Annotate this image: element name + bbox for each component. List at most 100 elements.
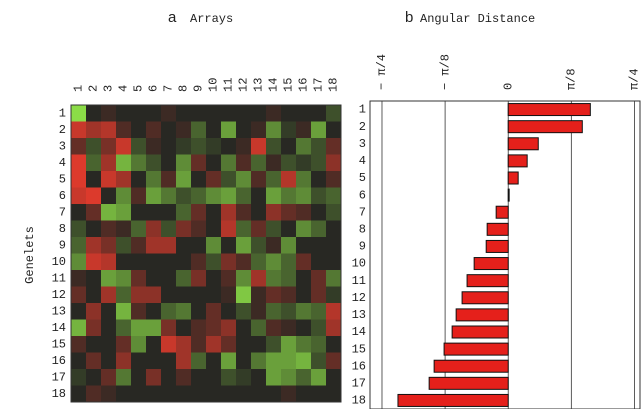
y-tick-label: 13 <box>352 308 366 322</box>
heatmap-cell <box>176 303 192 320</box>
heatmap-cell <box>71 138 87 155</box>
heatmap-cell <box>86 121 102 139</box>
heatmap-cell <box>71 385 87 403</box>
row-label: 13 <box>52 304 66 318</box>
heatmap-cell <box>221 237 237 254</box>
heatmap-cell <box>281 154 297 172</box>
bar <box>507 188 510 202</box>
heatmap-cell <box>326 270 342 287</box>
heatmap-cell <box>146 171 162 188</box>
heatmap-cell <box>281 253 297 271</box>
heatmap-cell <box>281 319 297 337</box>
y-tick-label: 5 <box>359 171 366 185</box>
heatmap-cell <box>236 369 252 386</box>
heatmap-cell <box>86 187 102 205</box>
heatmap-cell <box>251 253 267 271</box>
heatmap-cell <box>296 319 312 337</box>
heatmap-cell <box>176 138 192 155</box>
heatmap-cell <box>146 385 162 403</box>
heatmap-cell <box>101 171 117 188</box>
y-tick-label: 8 <box>359 223 366 237</box>
heatmap-cell <box>326 253 342 271</box>
heatmap-cell <box>281 352 297 370</box>
column-label: 3 <box>102 85 116 92</box>
heatmap-cell <box>176 336 192 353</box>
heatmap-cell <box>86 171 102 188</box>
row-label: 14 <box>52 321 66 335</box>
heatmap-cell <box>281 220 297 238</box>
heatmap-cell <box>131 105 147 122</box>
heatmap-cell <box>251 270 267 287</box>
heatmap-cell <box>236 352 252 370</box>
bar <box>495 205 509 219</box>
heatmap-cell <box>161 319 177 337</box>
heatmap-cell <box>281 121 297 139</box>
heatmap-cell <box>191 319 207 337</box>
bar <box>428 376 509 390</box>
row-label: 8 <box>59 222 66 236</box>
heatmap-cell <box>146 286 162 304</box>
heatmap-cell <box>101 253 117 271</box>
heatmap-cell <box>221 352 237 370</box>
heatmap-cell <box>71 187 87 205</box>
heatmap-cell <box>161 336 177 353</box>
y-tick-label: 10 <box>352 257 366 271</box>
heatmap-cell <box>191 369 207 386</box>
plot-frame <box>369 100 641 409</box>
heatmap-cell <box>131 303 147 320</box>
heatmap-cell <box>116 336 132 353</box>
heatmap-cell <box>281 237 297 254</box>
column-label: 16 <box>297 78 311 92</box>
heatmap-cell <box>236 303 252 320</box>
heatmap-cell <box>221 220 237 238</box>
heatmap-cell <box>221 121 237 139</box>
heatmap-cell <box>86 105 102 122</box>
heatmap-cell <box>326 336 342 353</box>
heatmap-cell <box>191 220 207 238</box>
bar <box>433 359 509 373</box>
heatmap-cell <box>161 286 177 304</box>
heatmap-cell <box>326 204 342 221</box>
heatmap-cell <box>251 352 267 370</box>
bar <box>443 342 509 356</box>
heatmap-cell <box>101 138 117 155</box>
heatmap-cell <box>161 352 177 370</box>
y-tick-label: 11 <box>352 274 366 288</box>
row-label: 6 <box>59 189 66 203</box>
heatmap-cell <box>326 187 342 205</box>
heatmap-cell <box>326 303 342 320</box>
heatmap-cell <box>311 154 327 172</box>
heatmap-cell <box>176 154 192 172</box>
column-label: 15 <box>282 78 296 92</box>
heatmap-cell <box>266 187 282 205</box>
heatmap-cell <box>326 154 342 172</box>
row-label: 16 <box>52 354 66 368</box>
heatmap-cell <box>131 286 147 304</box>
column-label: 7 <box>162 85 176 92</box>
bar <box>451 325 509 339</box>
heatmap-cell <box>221 286 237 304</box>
heatmap-cell <box>236 171 252 188</box>
heatmap-cell <box>191 336 207 353</box>
heatmap-cell <box>116 303 132 320</box>
x-tick-label: 0 <box>501 83 515 90</box>
heatmap-cell <box>146 270 162 287</box>
heatmap-cell <box>206 171 222 188</box>
heatmap-cell <box>191 138 207 155</box>
row-label: 12 <box>52 288 66 302</box>
heatmap-cell <box>266 237 282 254</box>
heatmap-cell <box>326 286 342 304</box>
heatmap-cell <box>86 303 102 320</box>
heatmap-cell <box>116 105 132 122</box>
heatmap-cell <box>326 237 342 254</box>
column-label: 17 <box>312 78 326 92</box>
heatmap-cell <box>71 303 87 320</box>
heatmap-cell <box>236 220 252 238</box>
heatmap-cell <box>161 253 177 271</box>
heatmap-cell <box>311 352 327 370</box>
heatmap-cell <box>206 220 222 238</box>
y-tick-label: 6 <box>359 188 366 202</box>
heatmap-cell <box>101 319 117 337</box>
column-label: 2 <box>87 85 101 92</box>
